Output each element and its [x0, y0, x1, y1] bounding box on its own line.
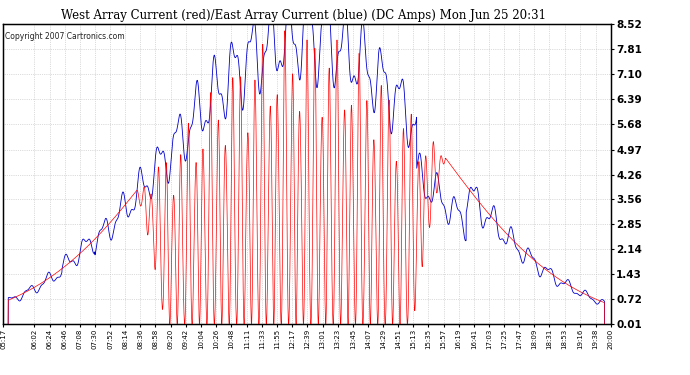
Text: Copyright 2007 Cartronics.com: Copyright 2007 Cartronics.com — [6, 32, 125, 41]
Text: West Array Current (red)/East Array Current (blue) (DC Amps) Mon Jun 25 20:31: West Array Current (red)/East Array Curr… — [61, 9, 546, 22]
